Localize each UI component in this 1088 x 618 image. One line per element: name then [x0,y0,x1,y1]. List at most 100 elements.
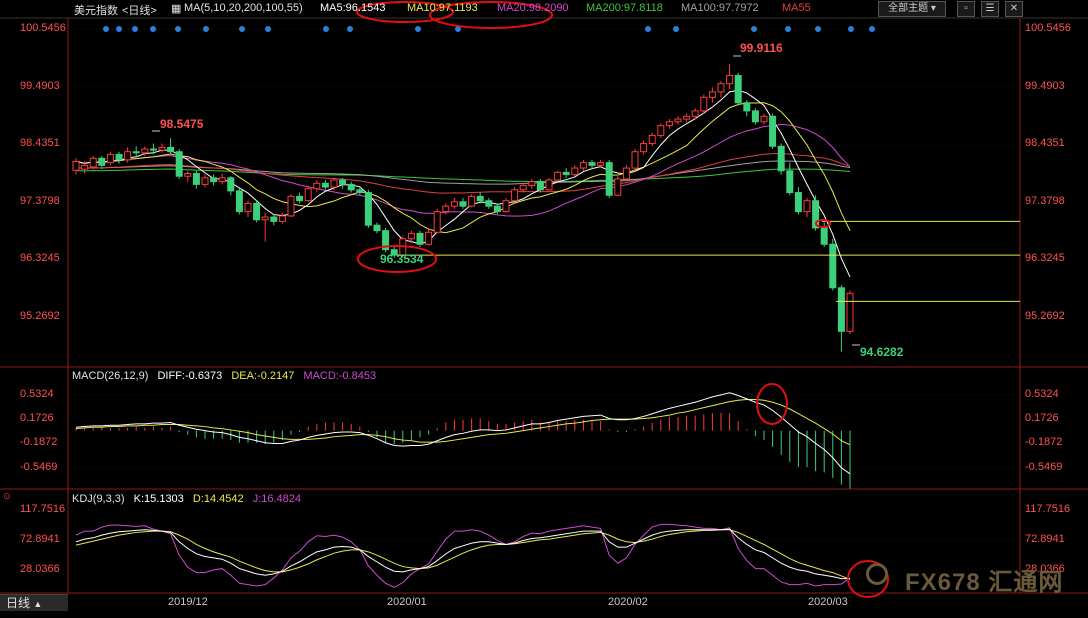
candle-up [278,215,286,222]
toolbar: 美元指数 <日线> ▦ MA(5,10,20,200,100,55) MA5:9… [0,0,1088,18]
candle-down [227,177,235,192]
kdj-pane [68,509,1020,588]
candle-up [158,146,166,151]
candle-up [597,162,605,166]
candle-down [416,232,424,245]
dea-line [75,399,851,446]
ma55-line [75,153,851,194]
period-button-label: 日线 [6,596,31,610]
candle-up [846,292,854,332]
annotation-low-1: 96.3534 [380,252,424,266]
macd-dea: DEA:-0.2147 [231,370,295,382]
y-axis-label-left: -0.5469 [20,460,58,473]
event-marker [150,26,156,32]
event-marker [203,26,209,32]
macd-pane [68,392,1020,489]
y-axis-label-right: -0.1872 [1025,436,1063,449]
candle-up [571,167,579,176]
minimize-icon[interactable]: ▫ [957,1,975,17]
y-axis-label-right: 0.1726 [1025,411,1059,424]
highlight-circle [815,219,831,228]
event-marker [848,26,854,32]
highlight-circle [429,1,553,29]
candle-up [106,153,114,164]
macd-header: MACD(26,12,9) DIFF:-0.6373 DEA:-0.2147 M… [72,370,382,382]
annotation-overlay: 98.5475 96.3534 99.9116 94.6282 [152,1,904,598]
annotation-high-2: 99.9116 [740,41,783,55]
candle-down [115,153,123,161]
candle-up [717,83,725,93]
candle-down [588,162,596,166]
candle-up [579,162,587,169]
x-label-jan: 2020/01 [387,596,427,608]
event-marker [116,26,122,32]
event-marker [239,26,245,32]
candle-up [700,96,708,112]
candle-up [528,181,536,186]
event-marker [785,26,791,32]
candle-up [244,202,252,213]
kdj-settings-icon[interactable]: ⊙ [3,491,11,501]
candle-up [683,115,691,120]
candle-down [476,195,484,202]
ma100-value: MA100:97.7972 [681,2,759,14]
candle-up [304,188,312,202]
y-axis-label-right: 0.5324 [1025,387,1059,400]
candle-down [356,189,364,194]
candle-down [192,172,200,185]
annotation-low-2: 94.6282 [860,345,904,359]
topic-dropdown[interactable]: 全部主题 ▾ [878,1,946,17]
y-axis-label-left: 100.5456 [20,22,66,35]
symbol-name[interactable]: 美元指数 [74,5,118,17]
candle-up [330,179,338,188]
indicator-icon[interactable]: ▦ [171,3,182,15]
candle-up [124,151,132,161]
highlight-circle [357,245,437,273]
event-marker [751,26,757,32]
price-pane [68,26,1020,352]
ma10-value: MA10:97.1193 [407,2,478,14]
y-axis-label-right: 95.2692 [1025,309,1065,322]
ma20-value: MA20:98.2090 [497,2,569,14]
kdj-j: J:16.4824 [252,493,302,505]
macd-value: MACD:-0.8453 [303,370,377,382]
event-marker [265,26,271,32]
candle-down [820,227,828,245]
period-selector[interactable]: <日线> [122,5,157,17]
settings-icon[interactable]: ☰ [981,1,999,17]
y-axis-label-right: 97.3798 [1025,194,1065,207]
candle-up [691,110,699,117]
y-axis-label-right: 28.0366 [1025,562,1065,575]
kdj-title[interactable]: KDJ(9,3,3) [72,493,125,505]
y-axis-label-left: 28.0366 [20,562,60,575]
triangle-up-icon: ▲ [33,599,43,609]
candle-down [751,110,759,123]
y-axis-label-right: -0.5469 [1025,460,1063,473]
candle-down [794,192,802,213]
candle-up [614,178,622,196]
candle-down [296,195,304,202]
candle-down [536,181,544,191]
event-marker [673,26,679,32]
candle-up [407,232,415,240]
candle-down [321,182,329,188]
candle-down [390,249,398,256]
candle-up [218,177,226,183]
event-marker [132,26,138,32]
x-label-feb: 2020/02 [608,596,648,608]
ma10-line [75,102,851,234]
close-icon[interactable]: ✕ [1005,1,1023,17]
candle-up [201,177,209,185]
period-button[interactable]: 日线 ▲ [0,594,68,611]
candle-down [382,230,390,251]
y-axis-label-right: 100.5456 [1025,22,1071,35]
highlight-circle [847,560,889,598]
ma-params[interactable]: MA(5,10,20,200,100,55) [184,2,303,14]
candle-up [674,118,682,123]
y-axis-label-left: 0.5324 [20,387,54,400]
candle-up [72,161,80,171]
candle-down [132,151,140,154]
candle-up [450,201,458,207]
macd-title[interactable]: MACD(26,12,9) [72,370,149,382]
candle-up [803,200,811,213]
